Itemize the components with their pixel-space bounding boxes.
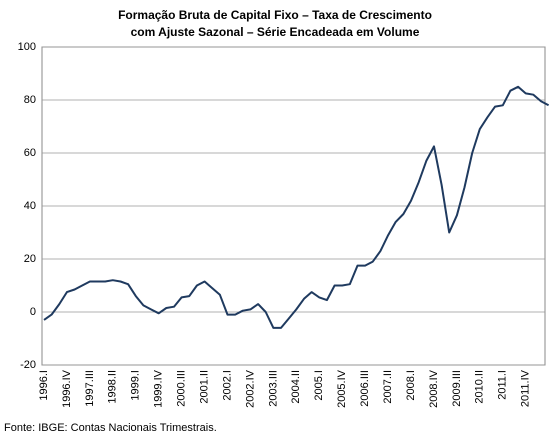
y-tick-label: 20: [24, 253, 36, 265]
x-tick-label: 1996.I: [38, 370, 50, 401]
x-tick-label: 2002.I: [221, 370, 233, 401]
y-tick-label: 100: [18, 41, 36, 53]
y-tick-label: 80: [24, 94, 36, 106]
y-tick-label: 0: [30, 306, 36, 318]
source-note: Fonte: IBGE: Contas Nacionais Trimestrai…: [4, 422, 217, 434]
x-tick-label: 2007.II: [382, 370, 394, 404]
x-tick-label: 2010.II: [474, 370, 486, 404]
x-tick-label: 2006.III: [359, 370, 371, 407]
x-tick-label: 2009.III: [451, 370, 463, 407]
x-tick-label: 2004.II: [290, 370, 302, 404]
x-tick-label: 2001.II: [198, 370, 210, 404]
x-tick-label: 2005.I: [313, 370, 325, 401]
x-tick-label: 1997.III: [84, 370, 96, 407]
x-tick-label: 1999.IV: [153, 369, 165, 408]
series-line: [43, 85, 550, 329]
x-tick-label: 2000.III: [176, 370, 188, 407]
x-tick-label: 1999.I: [130, 370, 142, 401]
x-tick-label: 1998.II: [107, 370, 119, 404]
y-tick-label: -20: [20, 359, 36, 371]
x-tick-label: 2003.III: [267, 370, 279, 407]
x-tick-label: 2005.IV: [336, 369, 348, 408]
x-tick-label: 2002.IV: [244, 369, 256, 408]
y-tick-label: 40: [24, 200, 36, 212]
chart-title: com Ajuste Sazonal – Série Encadeada em …: [131, 25, 420, 39]
y-tick-label: 60: [24, 147, 36, 159]
x-tick-label: 2008.I: [405, 370, 417, 401]
x-tick-label: 2011.I: [497, 370, 509, 400]
chart-title: Formação Bruta de Capital Fixo – Taxa de…: [118, 8, 432, 22]
x-tick-label: 2011.IV: [520, 369, 532, 407]
x-tick-label: 2008.IV: [428, 369, 440, 408]
x-tick-label: 1996.IV: [61, 369, 73, 408]
